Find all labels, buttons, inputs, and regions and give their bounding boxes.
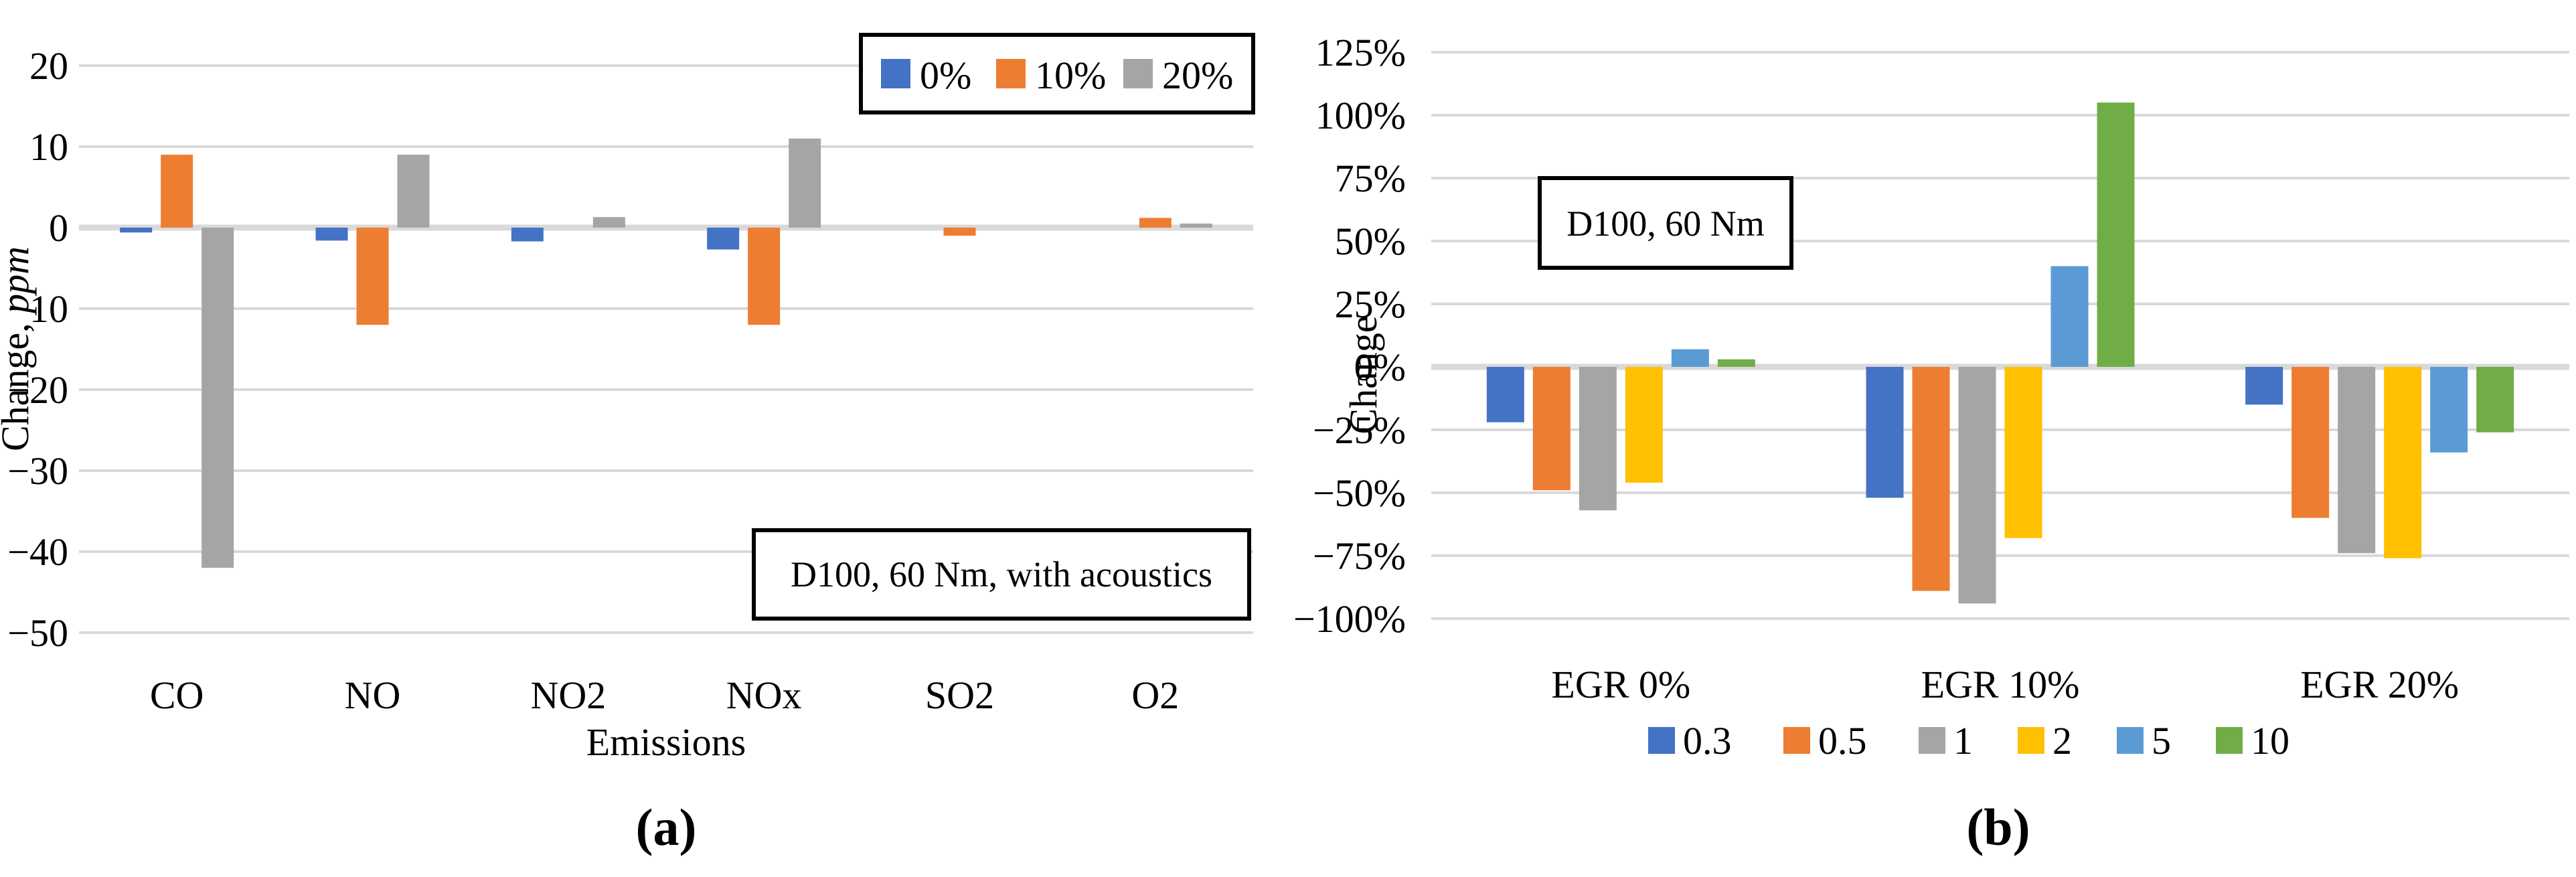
annotation-text: D100, 60 Nm, with acoustics	[791, 554, 1212, 594]
bar	[707, 228, 740, 250]
category-label: NO2	[530, 673, 606, 717]
category-label: NO	[345, 673, 401, 717]
bar	[1958, 367, 1996, 604]
legend-swatch	[1919, 727, 1945, 754]
legend-swatch	[2018, 727, 2044, 754]
y-tick-label: 100%	[1315, 94, 1406, 137]
y-tick-label: −40	[7, 530, 68, 574]
chart-caption: (a)	[636, 798, 697, 856]
legend-swatch	[1123, 59, 1153, 88]
legend-swatch	[1783, 727, 1810, 754]
annotation-text: D100, 60 Nm	[1566, 204, 1765, 244]
bar	[120, 228, 153, 233]
chart-caption: (b)	[1966, 798, 2030, 856]
legend-swatch	[1648, 727, 1675, 754]
bar	[1486, 367, 1524, 422]
category-label: EGR 0%	[1551, 663, 1690, 706]
bar	[592, 217, 625, 228]
y-tick-label: −50%	[1313, 471, 1406, 515]
category-label: EGR 20%	[2300, 663, 2459, 706]
legend-label: 5	[2152, 719, 2171, 763]
bar	[1532, 367, 1571, 491]
bar	[2097, 102, 2135, 367]
bar	[397, 155, 430, 228]
bar	[748, 228, 781, 325]
bar	[2384, 367, 2422, 558]
annotation-box	[1538, 176, 1793, 270]
bar	[2338, 367, 2376, 554]
legend-swatch	[996, 59, 1026, 88]
y-tick-label: −30	[7, 449, 68, 493]
y-tick-label: −20	[7, 368, 68, 412]
bar	[1139, 218, 1172, 228]
y-tick-label: 0%	[1354, 345, 1406, 389]
legend-swatch	[881, 59, 910, 88]
legend-label: 0.5	[1818, 719, 1867, 763]
category-label: EGR 10%	[1921, 663, 2080, 706]
bar	[2291, 367, 2330, 518]
y-tick-label: 20	[29, 44, 68, 88]
bar	[1717, 359, 1755, 367]
x-axis-title: Emissions	[586, 720, 746, 764]
bar	[789, 138, 821, 228]
bar	[356, 228, 389, 325]
legend-label: 0%	[920, 54, 971, 97]
y-tick-label: 25%	[1335, 283, 1406, 326]
bar	[511, 228, 544, 242]
y-tick-label: −10	[7, 287, 68, 331]
y-tick-label: −25%	[1313, 408, 1406, 452]
bar	[2430, 367, 2468, 453]
legend-label: 0.3	[1683, 719, 1732, 763]
legend-box	[859, 33, 1255, 114]
bar	[2245, 367, 2283, 405]
y-tick-label: 10	[29, 125, 68, 169]
bar	[161, 155, 193, 228]
bar	[1180, 223, 1212, 228]
bar	[202, 228, 234, 568]
y-axis-title: Change	[1342, 315, 1385, 434]
y-tick-label: 125%	[1315, 31, 1406, 74]
legend-label: 10%	[1035, 54, 1106, 97]
y-tick-label: 0	[49, 206, 68, 250]
y-tick-label: −50	[7, 611, 68, 655]
y-tick-label: 50%	[1335, 220, 1406, 263]
bar	[2004, 367, 2042, 538]
bar	[1579, 367, 1617, 511]
bar	[315, 228, 348, 241]
y-tick-label: 75%	[1335, 157, 1406, 200]
bar	[2476, 367, 2514, 432]
legend-label: 10	[2251, 719, 2289, 763]
y-tick-label: −100%	[1293, 597, 1406, 641]
category-label: O2	[1131, 673, 1179, 717]
category-label: CO	[150, 673, 204, 717]
annotation-box	[752, 528, 1251, 621]
bar	[1671, 349, 1709, 367]
bar	[1866, 367, 1904, 498]
bar	[1625, 367, 1663, 483]
bar	[1912, 367, 1950, 591]
bar	[943, 228, 976, 236]
legend-swatch	[2216, 727, 2243, 754]
y-axis-title: Change, ppm	[0, 246, 37, 451]
category-label: SO2	[925, 673, 994, 717]
bar	[2050, 266, 2089, 367]
legend-swatch	[2117, 727, 2144, 754]
y-tick-label: −75%	[1313, 534, 1406, 578]
legend-label: 20%	[1162, 54, 1233, 97]
legend-label: 2	[2052, 719, 2072, 763]
category-label: NOx	[726, 673, 802, 717]
legend-label: 1	[1953, 719, 1973, 763]
